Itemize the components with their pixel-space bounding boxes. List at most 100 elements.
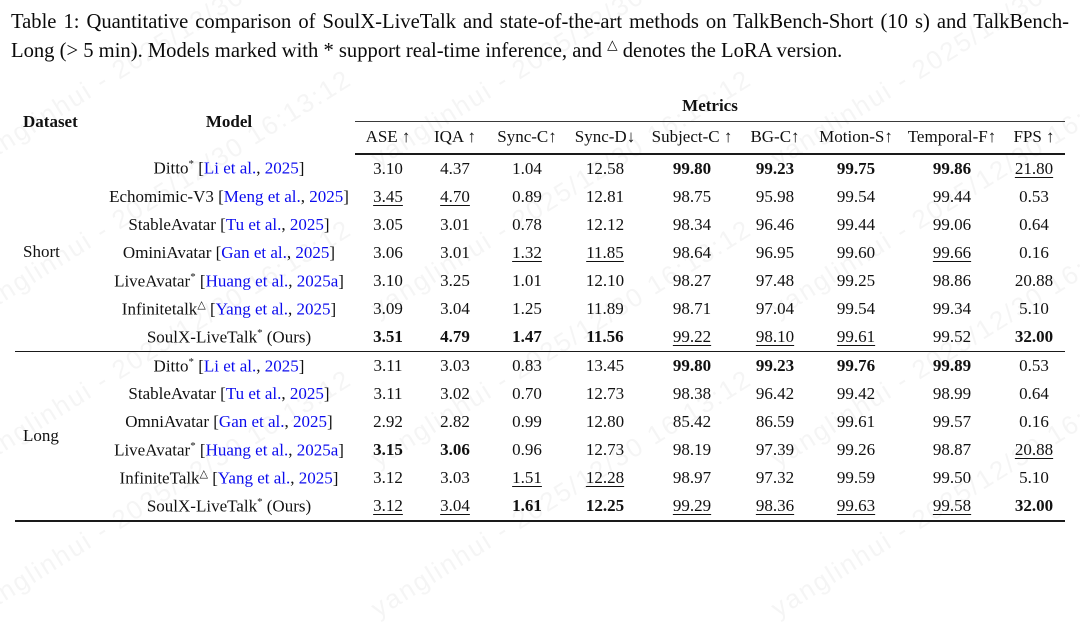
table-row: StableAvatar [Tu et al., 2025] 3.11 3.02 0.… bbox=[15, 380, 1065, 408]
citation-year-link[interactable]: 2025 bbox=[298, 468, 333, 488]
metric-value: 99.61 bbox=[811, 322, 901, 352]
metric-value: 98.99 bbox=[932, 383, 972, 403]
metric-value: 99.26 bbox=[836, 439, 876, 459]
table-header: Dataset Model Metrics ASE ↑ IQA ↑ Sync-C… bbox=[15, 90, 1065, 155]
citation-author-link[interactable]: Gan et al. bbox=[218, 411, 285, 431]
metric-value: 0.53 bbox=[1019, 355, 1049, 375]
model-cell: SoulX-LiveTalk* (Ours) bbox=[103, 491, 355, 522]
metric-value: 97.48 bbox=[755, 270, 795, 290]
metric-value: 98.75 bbox=[672, 186, 712, 206]
citation-year-link[interactable]: 2025 bbox=[295, 242, 330, 262]
table-row: OmniAvatar [Gan et al., 2025] 2.92 2.82 0.9… bbox=[15, 408, 1065, 436]
citation-year-link[interactable]: 2025 bbox=[289, 214, 324, 234]
metric-value: 3.12 bbox=[373, 467, 403, 487]
table-row: StableAvatar [Tu et al., 2025] 3.05 3.01 0.… bbox=[15, 211, 1065, 239]
metric-value: 11.85 bbox=[586, 242, 624, 262]
model-cell: Echomimic-V3 [Meng et al., 2025] bbox=[109, 186, 349, 206]
metric-value: 0.83 bbox=[512, 355, 542, 375]
citation-author-link[interactable]: Li et al. bbox=[203, 158, 257, 178]
metric-value: 5.10 bbox=[1019, 298, 1049, 318]
table-row: InfiniteTalk△ [Yang et al., 2025] 3.12 3.0… bbox=[15, 464, 1065, 492]
metric-value: 99.44 bbox=[932, 186, 972, 206]
metric-value: 3.11 bbox=[373, 355, 403, 375]
citation-author-link[interactable]: Li et al. bbox=[203, 356, 257, 376]
metric-value: 12.73 bbox=[585, 383, 625, 403]
dataset-label: Long bbox=[15, 351, 103, 522]
model-cell: Ditto* [Li et al., 2025] bbox=[153, 355, 305, 376]
citation-year-link[interactable]: 2025 bbox=[296, 299, 331, 319]
metric-value: 4.37 bbox=[440, 158, 470, 178]
metric-value: 13.45 bbox=[585, 355, 625, 375]
metric-value: 3.25 bbox=[440, 270, 470, 290]
citation-year-link[interactable]: 2025 bbox=[293, 411, 328, 431]
citation-author-link[interactable]: Tu et al. bbox=[225, 383, 282, 403]
citation-author-link[interactable]: Gan et al. bbox=[221, 242, 287, 262]
citation-year-link[interactable]: 2025 bbox=[264, 356, 299, 376]
metric-value: 3.01 bbox=[440, 214, 470, 234]
metric-value: 3.03 bbox=[440, 467, 470, 487]
model-cell: OmniAvatar [Gan et al., 2025] bbox=[125, 411, 333, 431]
metric-value: 32.00 bbox=[1003, 491, 1065, 522]
table-row: Infinitetalk△ [Yang et al., 2025] 3.09 3.0… bbox=[15, 295, 1065, 323]
dataset-label: Short bbox=[15, 153, 103, 352]
model-column-header: Model bbox=[205, 112, 253, 132]
metric-value: 21.80 bbox=[1014, 158, 1054, 178]
model-cell: SoulX-LiveTalk* (Ours) bbox=[103, 322, 355, 352]
metric-value: 0.96 bbox=[512, 439, 542, 459]
metric-value: 1.32 bbox=[512, 242, 542, 262]
citation-year-link[interactable]: 2025 bbox=[309, 186, 344, 206]
metric-value: 99.25 bbox=[836, 270, 876, 290]
metric-value: 12.25 bbox=[565, 491, 645, 522]
metric-value: 98.71 bbox=[672, 298, 712, 318]
metric-value: 3.15 bbox=[373, 439, 403, 459]
metric-header-subject-c: Subject-C ↑ bbox=[645, 121, 739, 155]
metric-header-sync-c: Sync-C↑ bbox=[489, 121, 565, 155]
metric-value: 99.23 bbox=[755, 158, 795, 178]
citation-author-link[interactable]: Yang et al. bbox=[217, 468, 291, 488]
metric-value: 99.75 bbox=[836, 158, 876, 178]
metric-value: 1.61 bbox=[489, 491, 565, 522]
realtime-star-mark: * bbox=[190, 439, 196, 452]
metric-value: 99.66 bbox=[932, 242, 972, 262]
metric-value: 96.46 bbox=[755, 214, 795, 234]
citation-author-link[interactable]: Yang et al. bbox=[215, 299, 289, 319]
table-row: Short Ditto* [Li et al., 2025] 3.10 4.37 1.0… bbox=[15, 153, 1065, 352]
metric-value: 99.86 bbox=[932, 158, 972, 178]
table-row: LiveAvatar* [Huang et al., 2025a] 3.10 3.2… bbox=[15, 267, 1065, 295]
caption-text-mid: support real-time inference, and bbox=[333, 39, 608, 62]
metric-header-fps: FPS ↑ bbox=[1003, 121, 1065, 155]
metric-value: 3.06 bbox=[440, 439, 470, 459]
metric-header-iqa: IQA ↑ bbox=[421, 121, 489, 155]
citation-year-link[interactable]: 2025a bbox=[296, 271, 339, 291]
citation-author-link[interactable]: Meng et al. bbox=[223, 186, 301, 206]
citation-year-link[interactable]: 2025 bbox=[264, 158, 299, 178]
dataset-column-header: Dataset bbox=[23, 112, 78, 132]
metric-value: 3.12 bbox=[355, 491, 421, 522]
metric-value: 5.10 bbox=[1019, 467, 1049, 487]
metric-value: 0.53 bbox=[1019, 186, 1049, 206]
metric-value: 3.04 bbox=[421, 491, 489, 522]
metric-value: 99.34 bbox=[932, 298, 972, 318]
table-row: SoulX-LiveTalk* (Ours) 3.12 3.04 1.61 12.25 9… bbox=[15, 491, 1065, 522]
citation-year-link[interactable]: 2025a bbox=[296, 440, 339, 460]
metric-value: 99.54 bbox=[836, 186, 876, 206]
citation-year-link[interactable]: 2025 bbox=[289, 383, 324, 403]
citation-author-link[interactable]: Tu et al. bbox=[225, 214, 282, 234]
citation-author-link[interactable]: Huang et al. bbox=[205, 271, 289, 291]
citation-author-link[interactable]: Huang et al. bbox=[205, 440, 289, 460]
metric-value: 99.42 bbox=[836, 383, 876, 403]
metric-value: 4.70 bbox=[440, 186, 470, 206]
realtime-star-mark: * bbox=[257, 495, 263, 508]
caption-text-end: denotes the LoRA version. bbox=[617, 39, 843, 62]
model-cell: StableAvatar [Tu et al., 2025] bbox=[128, 383, 330, 403]
metric-value: 99.44 bbox=[836, 214, 876, 234]
metric-value: 97.39 bbox=[755, 439, 795, 459]
table-row: LiveAvatar* [Huang et al., 2025a] 3.15 3.0… bbox=[15, 436, 1065, 464]
metric-value: 99.23 bbox=[755, 355, 795, 375]
metric-value: 3.02 bbox=[440, 383, 470, 403]
metric-value: 96.42 bbox=[755, 383, 795, 403]
metric-value: 98.27 bbox=[672, 270, 712, 290]
metric-value: 0.78 bbox=[512, 214, 542, 234]
lora-triangle-mark: △ bbox=[199, 468, 208, 481]
metric-value: 3.10 bbox=[373, 158, 403, 178]
